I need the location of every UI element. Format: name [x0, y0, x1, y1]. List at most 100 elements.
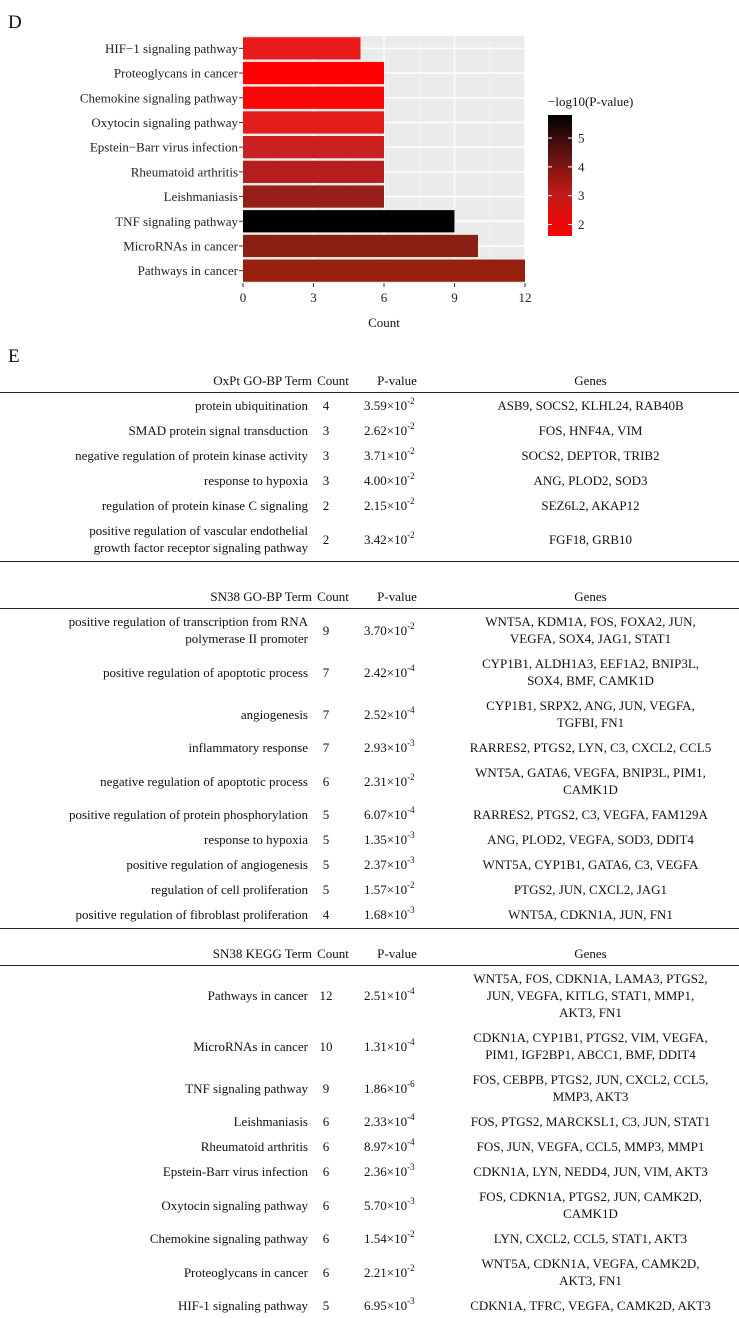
row-term-line: positive regulation of apoptotic process	[102, 664, 308, 680]
table-row: Oxytocin signaling pathway 6 5.70×10-3 FOS,…	[0, 1184, 739, 1226]
row-pvalue: 4.00×10-2	[358, 468, 446, 493]
row-term: Proteoglycans in cancer	[0, 1251, 308, 1293]
row-term: regulation of cell proliferation	[0, 877, 308, 902]
row-genes-line: FOS, PTGS2, MARCKSL1, C3, JUN, STAT1	[470, 1114, 711, 1129]
pvalue-exponent: -4	[407, 1112, 415, 1122]
pvalue-mantissa: 3.71×10	[364, 448, 408, 463]
pvalue-exponent: -2	[407, 446, 415, 456]
pvalue-exponent: -4	[407, 986, 415, 996]
x-tick-label: 9	[451, 290, 458, 305]
row-pvalue: 3.71×10-2	[358, 443, 446, 468]
row-genes: FOS, HNF4A, VIM	[442, 418, 739, 443]
row-genes-line: CDKN1A, LYN, NEDD4, JUN, VIM, AKT3	[473, 1164, 708, 1179]
table-row: regulation of protein kinase C signaling…	[0, 493, 739, 518]
row-count: 6	[322, 1231, 330, 1246]
row-pvalue: 6.07×10-4	[358, 802, 446, 827]
pvalue-mantissa: 1.86×10	[364, 1080, 408, 1096]
header-count: Count	[317, 945, 349, 961]
row-term: SMAD protein signal transduction	[0, 418, 308, 443]
row-genes: SEZ6L2, AKAP12	[442, 493, 739, 518]
category-label: Pathways in cancer	[138, 263, 239, 278]
row-genes: WNT5A, CDKN1A, VEGFA, CAMK2D, AKT3, FN1	[442, 1251, 739, 1293]
row-term-line: growth factor receptor signaling pathway	[93, 540, 308, 555]
row-genes: WNT5A, CYP1B1, GATA6, C3, VEGFA	[442, 852, 739, 877]
pvalue-mantissa: 2.42×10	[364, 664, 408, 680]
pvalue-mantissa: 2.15×10	[364, 498, 408, 513]
row-term-line: regulation of protein kinase C signaling	[101, 498, 308, 513]
row-pvalue: 1.54×10-2	[358, 1226, 446, 1251]
row-term: positive regulation of vascular endothel…	[0, 518, 308, 560]
header-genes: Genes	[574, 945, 607, 961]
row-pvalue: 1.68×10-3	[358, 902, 446, 927]
pvalue-exponent: -2	[407, 880, 415, 890]
row-term-line: response to hypoxia	[204, 473, 308, 488]
pvalue-exponent: -2	[407, 396, 415, 406]
row-term: response to hypoxia	[0, 468, 308, 493]
row-count: 6	[322, 1264, 330, 1280]
pvalue-exponent: -3	[407, 1162, 415, 1172]
pvalue-mantissa: 1.54×10	[364, 1231, 408, 1246]
row-term-line: positive regulation of angiogenesis	[126, 857, 308, 872]
pvalue-mantissa: 1.31×10	[364, 1038, 408, 1054]
table-row: TNF signaling pathway 9 1.86×10-6 FOS, CEBP…	[0, 1067, 739, 1109]
row-genes-line: CAMK1D	[563, 782, 618, 797]
row-pvalue: 2.52×10-4	[358, 693, 446, 735]
table-row: Chemokine signaling pathway 6 1.54×10-2 LYN…	[0, 1226, 739, 1251]
table-header: SN38 KEGG Term Count P-value Genes	[0, 941, 739, 965]
row-genes-line: VEGFA, SOX4, JAG1, STAT1	[509, 631, 672, 646]
pvalue-mantissa: 5.70×10	[364, 1197, 408, 1213]
row-count: 6	[322, 1164, 330, 1179]
row-count: 3	[322, 473, 330, 488]
pvalue-exponent: -6	[407, 1078, 415, 1089]
row-genes-line: CYP1B1, SRPX2, ANG, JUN, VEGFA,	[486, 698, 695, 713]
header-count: Count	[317, 588, 349, 604]
row-pvalue: 5.70×10-3	[358, 1184, 446, 1226]
x-tick-label: 3	[310, 290, 317, 305]
table-row: protein ubiquitination 4 3.59×10-2 ASB9, SO…	[0, 393, 739, 418]
row-genes-line: WNT5A, CDKN1A, JUN, FN1	[508, 907, 673, 922]
table-row: Pathways in cancer 12 2.51×10-4 WNT5A, FOS,…	[0, 966, 739, 1025]
category-label: Chemokine signaling pathway	[80, 90, 239, 105]
table-row: Rheumatoid arthritis 6 8.97×10-4 FOS, JUN, …	[0, 1134, 739, 1159]
row-genes: WNT5A, FOS, CDKN1A, LAMA3, PTGS2, JUN, VE…	[442, 966, 739, 1025]
bar	[243, 111, 384, 134]
header-rule	[0, 608, 739, 609]
bar	[243, 86, 384, 109]
category-label: TNF signaling pathway	[115, 214, 238, 229]
category-label: Leishmaniasis	[164, 189, 238, 204]
row-count: 5	[322, 807, 330, 822]
table-row: positive regulation of protein phosphory…	[0, 802, 739, 827]
header-pvalue: P-value	[377, 372, 417, 388]
row-term-line: positive regulation of vascular endothel…	[89, 523, 308, 538]
table-row: response to hypoxia 5 1.35×10-3 ANG, PLOD2,…	[0, 827, 739, 852]
row-count: 7	[322, 664, 330, 680]
row-term: MicroRNAs in cancer	[0, 1025, 308, 1067]
row-pvalue: 3.70×10-2	[358, 609, 446, 651]
row-count: 9	[322, 622, 330, 638]
table-row: SMAD protein signal transduction 3 2.62×10…	[0, 418, 739, 443]
header-rule	[0, 392, 739, 393]
row-pvalue: 2.21×10-2	[358, 1251, 446, 1293]
x-tick-label: 12	[519, 290, 532, 305]
table-row: negative regulation of protein kinase ac…	[0, 443, 739, 468]
pvalue-exponent: -3	[407, 738, 415, 748]
row-term-line: Proteoglycans in cancer	[183, 1264, 308, 1280]
pvalue-mantissa: 1.68×10	[364, 907, 408, 922]
bar	[243, 185, 384, 208]
row-count: 10	[319, 1038, 333, 1054]
pvalue-mantissa: 3.42×10	[364, 531, 408, 547]
pvalue-mantissa: 1.35×10	[364, 832, 408, 847]
pvalue-mantissa: 4.00×10	[364, 473, 408, 488]
row-genes-line: FOS, HNF4A, VIM	[538, 423, 643, 438]
row-count: 2	[322, 498, 330, 513]
row-term: response to hypoxia	[0, 827, 308, 852]
row-genes-line: CAMK1D	[563, 1206, 618, 1221]
pvalue-exponent: -3	[407, 905, 415, 915]
row-genes-line: WNT5A, CYP1B1, GATA6, C3, VEGFA	[482, 857, 699, 872]
category-label: MicroRNAs in cancer	[123, 238, 238, 253]
table-row: inflammatory response 7 2.93×10-3 RARRES2, …	[0, 735, 739, 760]
pvalue-mantissa: 2.51×10	[364, 988, 408, 1003]
row-genes-line: TGFBI, FN1	[556, 715, 625, 730]
row-term-line: positive regulation of protein phosphory…	[68, 807, 308, 822]
pvalue-exponent: -3	[407, 1195, 415, 1206]
